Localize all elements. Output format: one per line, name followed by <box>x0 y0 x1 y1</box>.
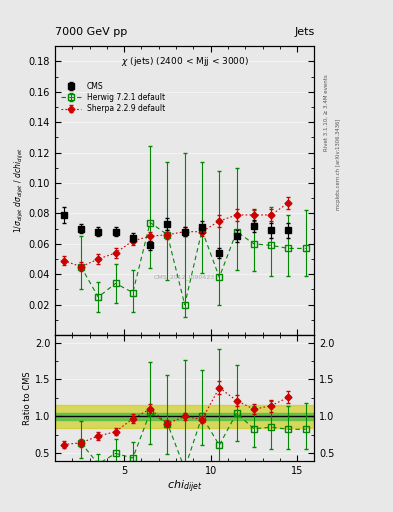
Text: Jets: Jets <box>294 27 314 37</box>
Text: 7000 GeV pp: 7000 GeV pp <box>55 27 127 37</box>
Y-axis label: $1/\sigma_{dijet}$ $d\sigma_{dijet}$ / $dchi_{dijet}$: $1/\sigma_{dijet}$ $d\sigma_{dijet}$ / $… <box>13 148 26 233</box>
Text: mcplots.cern.ch [arXiv:1306.3436]: mcplots.cern.ch [arXiv:1306.3436] <box>336 118 341 209</box>
Legend: CMS, Herwig 7.2.1 default, Sherpa 2.2.9 default: CMS, Herwig 7.2.1 default, Sherpa 2.2.9 … <box>61 82 165 113</box>
Text: Rivet 3.1.10, ≥ 3.4M events: Rivet 3.1.10, ≥ 3.4M events <box>324 74 329 151</box>
X-axis label: $chi_{dijet}$: $chi_{dijet}$ <box>167 478 202 495</box>
Y-axis label: Ratio to CMS: Ratio to CMS <box>23 371 32 425</box>
Text: $\chi$ (jets) (2400 < Mjj < 3000): $\chi$ (jets) (2400 < Mjj < 3000) <box>121 55 249 68</box>
Text: CMS_2012_I090423: CMS_2012_I090423 <box>154 274 215 280</box>
